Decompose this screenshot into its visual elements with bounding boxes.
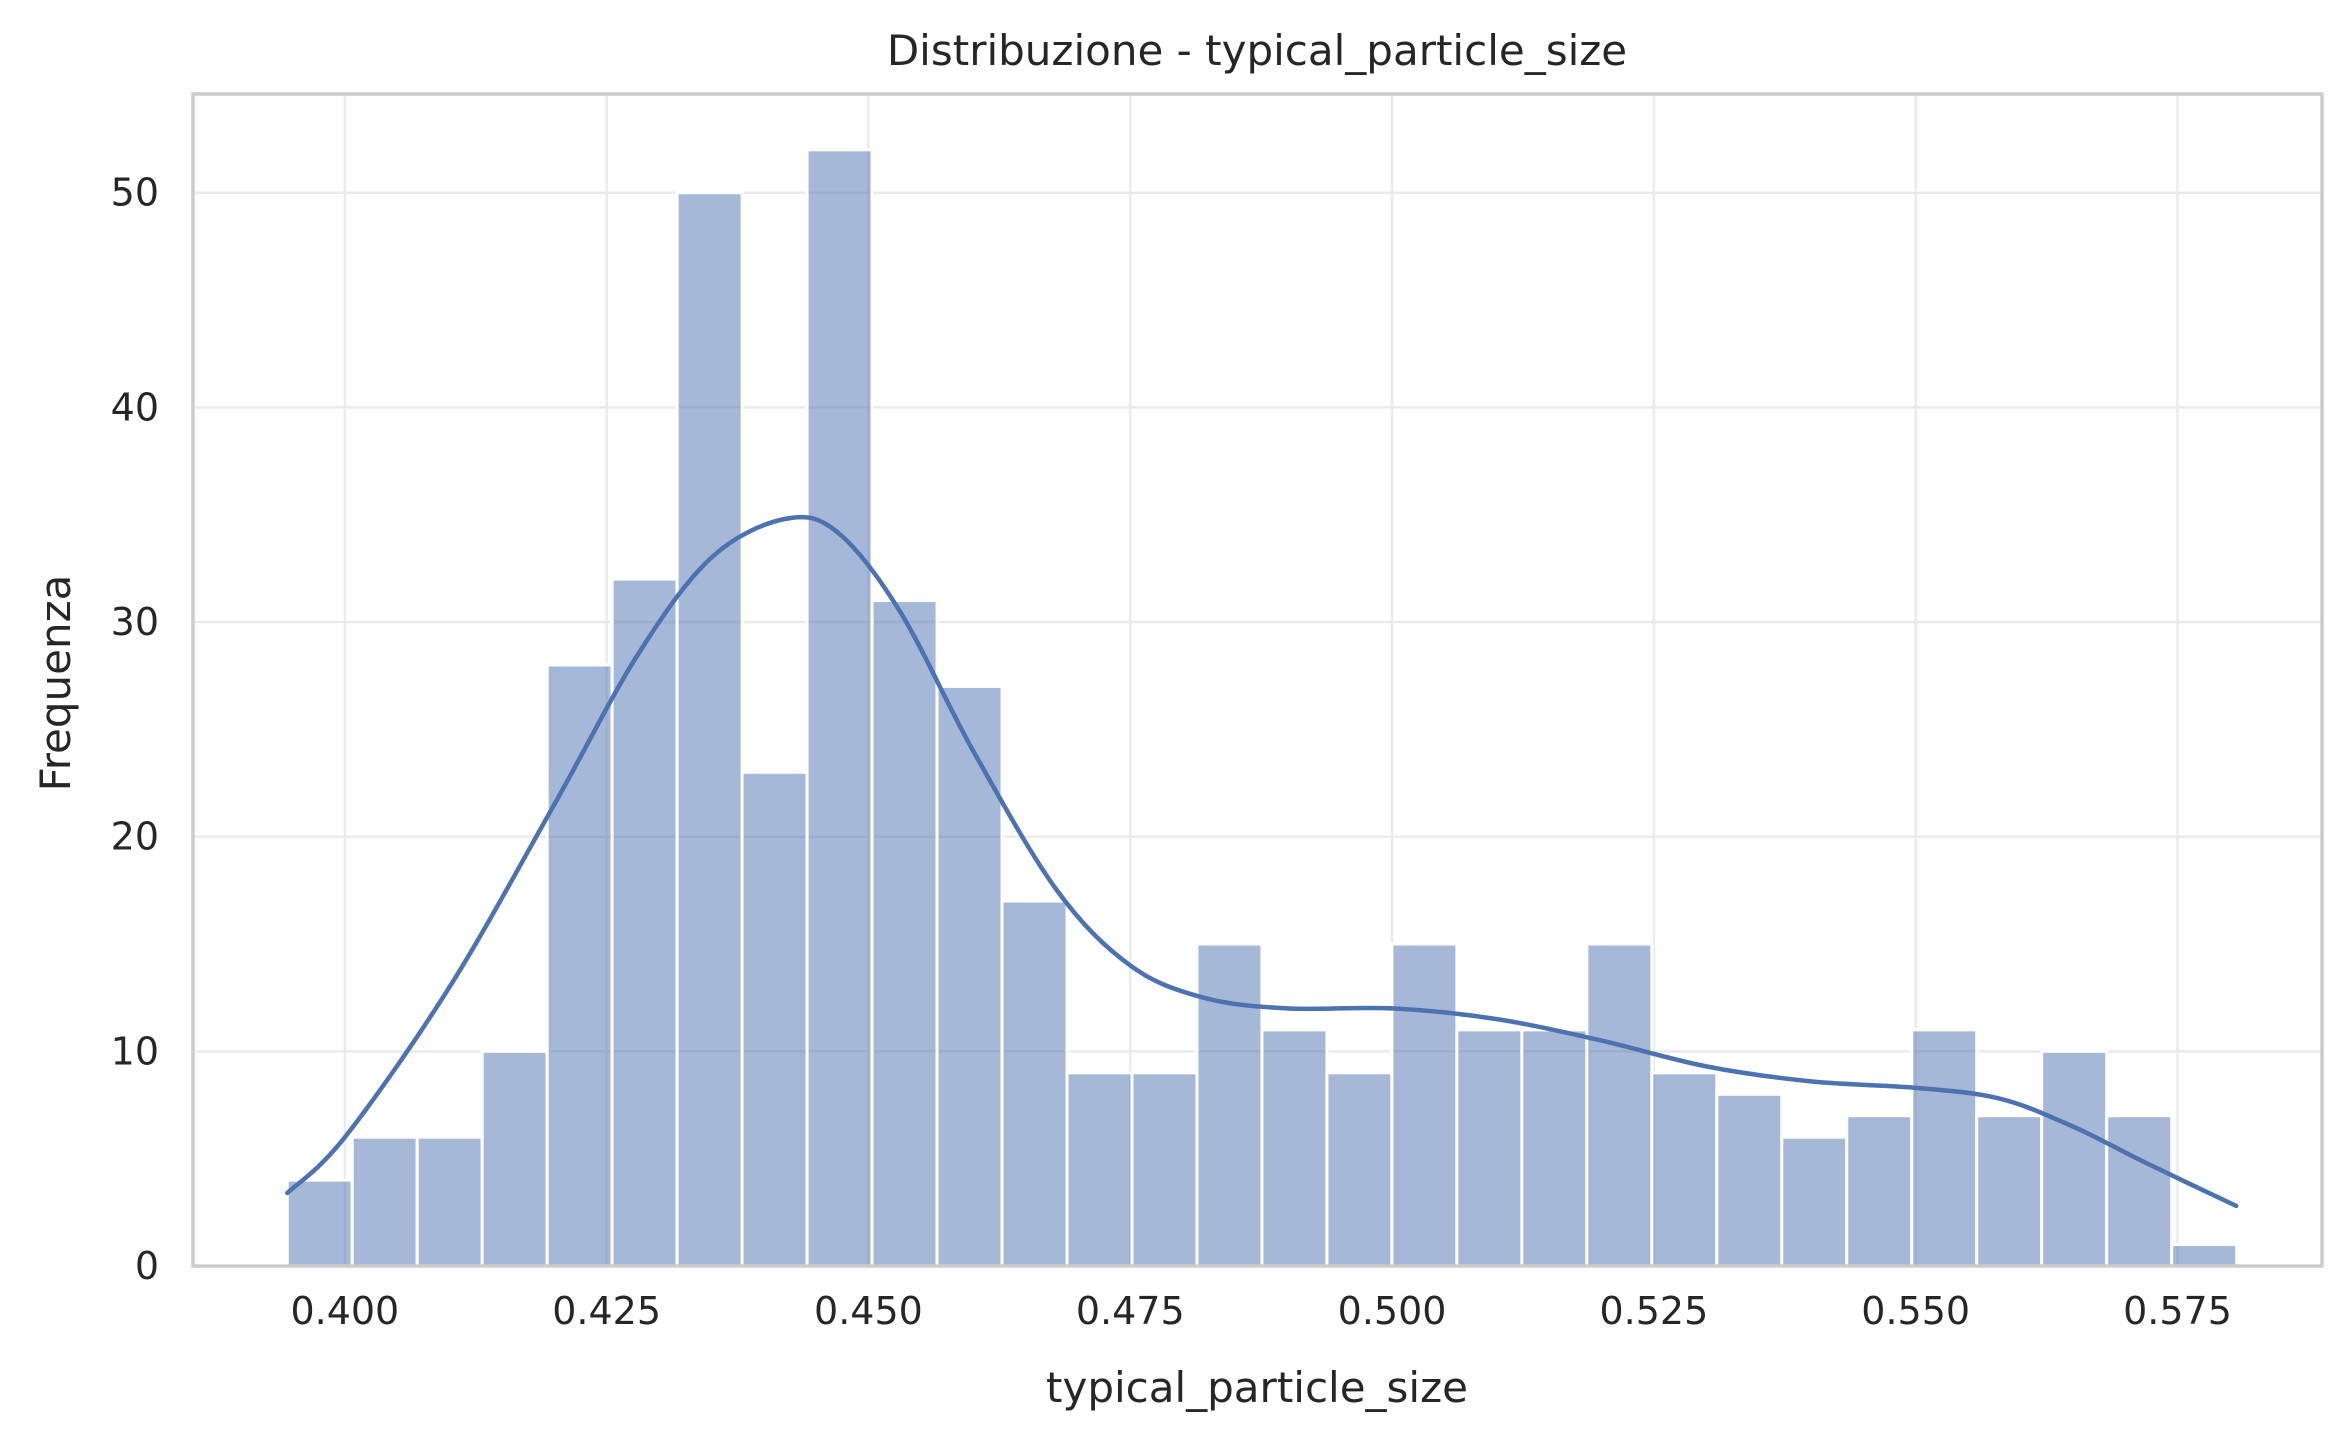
histogram-bar — [1455, 1028, 1524, 1268]
chart-title: Distribuzione - typical_particle_size — [887, 26, 1627, 75]
histogram-bar — [1325, 1071, 1394, 1268]
x-tick-label: 0.550 — [1861, 1289, 1970, 1333]
histogram-bar — [1130, 1071, 1199, 1268]
histogram-bar — [285, 1178, 354, 1268]
histogram-bar — [805, 148, 874, 1268]
histogram-bar — [1520, 1028, 1589, 1268]
histogram-bar — [1390, 942, 1459, 1268]
histogram-bar — [1065, 1071, 1134, 1268]
y-axis-label: Frequenza — [31, 575, 80, 792]
kde-curve — [285, 514, 2239, 1209]
x-tick-label: 0.525 — [1599, 1289, 1708, 1333]
histogram-bar — [675, 191, 744, 1268]
x-tick-label: 0.475 — [1076, 1289, 1185, 1333]
histogram-bar — [740, 770, 809, 1268]
histogram-bar — [415, 1135, 484, 1268]
histogram-bar — [1975, 1114, 2044, 1268]
histogram-bar — [1650, 1071, 1719, 1268]
histogram-bar — [870, 599, 939, 1268]
histogram-bar — [350, 1135, 419, 1268]
y-tick-label: 20 — [111, 815, 159, 859]
bar-layer — [285, 148, 2239, 1268]
histogram-bar — [1715, 1092, 1784, 1268]
x-axis-label: typical_particle_size — [1046, 1363, 1468, 1412]
histogram-bar — [1780, 1135, 1849, 1268]
y-tick-label: 30 — [111, 600, 159, 644]
y-tick-label: 40 — [111, 385, 159, 429]
x-tick-label: 0.425 — [552, 1289, 661, 1333]
x-tick-label: 0.450 — [814, 1289, 923, 1333]
histogram-bar — [480, 1049, 549, 1268]
histogram-bar — [1260, 1028, 1329, 1268]
x-tick-label: 0.575 — [2123, 1289, 2232, 1333]
histogram-bar — [1585, 942, 1654, 1268]
histogram-bar — [1845, 1114, 1914, 1268]
histogram-bar — [2040, 1049, 2109, 1268]
histogram-bar — [2105, 1114, 2174, 1268]
histogram-bar — [1000, 899, 1069, 1268]
histogram-bar — [1195, 942, 1264, 1268]
x-tick-label: 0.400 — [290, 1289, 399, 1333]
histogram-bar — [2170, 1243, 2239, 1268]
x-tick-labels: 0.400 0.425 0.450 0.475 0.500 0.525 0.550 0.575 — [290, 1289, 2231, 1333]
y-tick-labels: 0 10 20 30 40 50 — [111, 171, 159, 1288]
y-tick-label: 10 — [111, 1029, 159, 1073]
histogram-bar — [1910, 1028, 1979, 1268]
plot-frame — [191, 92, 2324, 1268]
histogram-bar — [935, 684, 1004, 1268]
x-tick-label: 0.500 — [1338, 1289, 1447, 1333]
y-tick-label: 50 — [111, 171, 159, 215]
y-tick-label: 0 — [135, 1244, 159, 1288]
